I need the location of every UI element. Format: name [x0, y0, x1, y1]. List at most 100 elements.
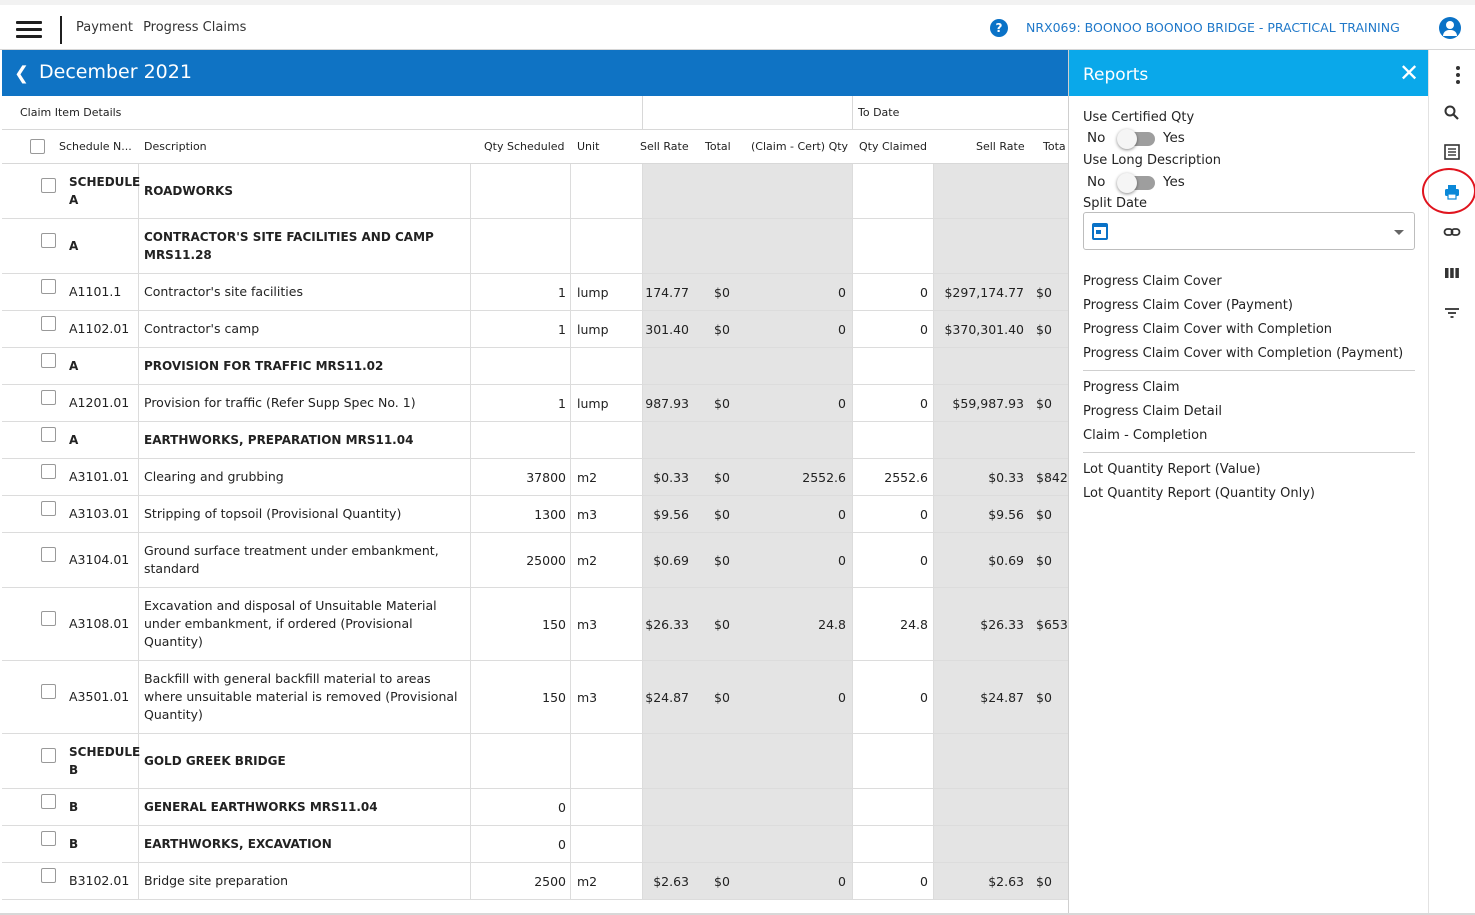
table-row[interactable]: A CONTRACTOR'S SITE FACILITIES AND CAMP M… [2, 219, 1068, 274]
description-cell: CONTRACTOR'S SITE FACILITIES AND CAMP MR… [144, 230, 434, 262]
table-row[interactable]: B3102.01 Bridge site preparation 2500 m2 $2.… [2, 863, 1068, 900]
group-to-date: To Date [858, 106, 900, 119]
qty-scheduled-cell: 0 [558, 799, 566, 815]
table-row[interactable]: SCHEDULE B GOLD GREEK BRIDGE [2, 734, 1068, 789]
schedule-no-cell: B [69, 837, 79, 851]
qty-scheduled-cell: 1 [558, 395, 566, 411]
calendar-icon[interactable] [1092, 223, 1108, 240]
help-icon[interactable]: ? [990, 19, 1008, 37]
report-item[interactable]: Lot Quantity Report (Value) [1083, 462, 1261, 477]
more-vert-icon[interactable] [1449, 66, 1467, 84]
description-cell: Stripping of topsoil (Provisional Quanti… [144, 506, 402, 521]
schedule-no-cell: B3102.01 [69, 873, 130, 888]
select-all-checkbox[interactable] [30, 139, 45, 154]
project-link[interactable]: NRX069: BOONOO BOONOO BRIDGE - PRACTICAL… [1026, 20, 1400, 35]
row-checkbox[interactable] [41, 464, 56, 479]
chevron-down-icon[interactable] [1394, 230, 1404, 235]
table-row[interactable]: A3101.01 Clearing and grubbing 37800 m2 $0.3… [2, 459, 1068, 496]
row-checkbox[interactable] [41, 316, 56, 331]
use-certified-label: Use Certified Qty [1083, 110, 1195, 125]
menu-icon[interactable] [16, 21, 42, 39]
row-checkbox[interactable] [41, 748, 56, 763]
row-checkbox[interactable] [41, 684, 56, 699]
col-qty-claimed[interactable]: Qty Claimed [859, 140, 927, 153]
table-row[interactable]: A3501.01 Backfill with general backfill m… [2, 661, 1068, 734]
col-qty-scheduled[interactable]: Qty Scheduled [484, 140, 565, 153]
report-item[interactable]: Progress Claim Detail [1083, 404, 1222, 419]
col-claim-cert-qty[interactable]: (Claim - Cert) Qty [751, 140, 849, 153]
col-sell-rate[interactable]: Sell Rate [640, 140, 689, 153]
table-row[interactable]: A EARTHWORKS, PREPARATION MRS11.04 [2, 422, 1068, 459]
row-checkbox[interactable] [41, 390, 56, 405]
col-sell-rate-todate[interactable]: Sell Rate [976, 140, 1025, 153]
unit-cell: m3 [577, 616, 598, 632]
report-item[interactable]: Progress Claim Cover (Payment) [1083, 298, 1293, 313]
table-row[interactable]: A1101.1 Contractor's site facilities 1 lump… [2, 274, 1068, 311]
table-row[interactable]: A3108.01 Excavation and disposal of Unsui… [2, 588, 1068, 661]
description-cell: GOLD GREEK BRIDGE [144, 754, 286, 768]
row-checkbox[interactable] [41, 501, 56, 516]
chevron-left-icon[interactable]: ❮ [14, 63, 30, 84]
table-row[interactable]: A1102.01 Contractor's camp 1 lump 301.40 $0 0 0… [2, 311, 1068, 348]
description-cell: Contractor's site facilities [144, 284, 303, 299]
qty-claimed-cell: 0 [920, 395, 928, 411]
row-checkbox[interactable] [41, 178, 56, 193]
sell-rate-todate-cell: $297,174.77 [944, 284, 1024, 300]
col-unit[interactable]: Unit [577, 140, 600, 153]
row-checkbox[interactable] [41, 279, 56, 294]
row-checkbox[interactable] [41, 233, 56, 248]
sell-rate-todate-cell: $0.69 [988, 552, 1024, 568]
list-icon[interactable] [1443, 143, 1461, 161]
search-icon[interactable] [1443, 104, 1461, 122]
unit-cell: m2 [577, 873, 598, 889]
claim-cert-qty-cell: 0 [838, 506, 846, 522]
breadcrumb-payment[interactable]: Payment [76, 20, 133, 35]
total-todate-cell: $653 [1036, 616, 1068, 632]
col-schedule-no[interactable]: Schedule N... [59, 140, 132, 153]
table-row[interactable]: B GENERAL EARTHWORKS MRS11.04 0 [2, 789, 1068, 826]
table-row[interactable]: A1201.01 Provision for traffic (Refer Sup… [2, 385, 1068, 422]
row-checkbox[interactable] [41, 547, 56, 562]
report-item[interactable]: Progress Claim Cover with Completion [1083, 322, 1333, 337]
col-description[interactable]: Description [144, 140, 207, 153]
description-cell: Backfill with general backfill material … [144, 671, 458, 722]
sell-rate-cell: 174.77 [645, 284, 689, 300]
report-item[interactable]: Progress Claim Cover with Completion (Pa… [1083, 346, 1404, 361]
columns-icon[interactable] [1443, 264, 1461, 282]
sell-rate-cell: 987.93 [645, 395, 689, 411]
filter-icon[interactable] [1443, 304, 1461, 322]
breadcrumb-progress-claims[interactable]: Progress Claims [143, 20, 247, 35]
row-checkbox[interactable] [41, 831, 56, 846]
use-long-description-label: Use Long Description [1083, 153, 1222, 168]
split-date-field[interactable] [1083, 212, 1415, 250]
unit-cell: m3 [577, 506, 598, 522]
col-total-todate[interactable]: Tota [1043, 140, 1066, 153]
schedule-no-cell: A1201.01 [69, 395, 130, 410]
table-row[interactable]: A3104.01 Ground surface treatment under e… [2, 533, 1068, 588]
sell-rate-cell: $2.63 [653, 873, 689, 889]
table-row[interactable]: SCHEDULE A ROADWORKS [2, 164, 1068, 219]
report-item[interactable]: Claim - Completion [1083, 428, 1208, 443]
total-todate-cell: $0 [1036, 395, 1052, 411]
row-checkbox[interactable] [41, 794, 56, 809]
row-checkbox[interactable] [41, 427, 56, 442]
use-long-description-toggle[interactable] [1117, 173, 1155, 193]
qty-claimed-cell: 0 [920, 552, 928, 568]
table-row[interactable]: A3103.01 Stripping of topsoil (Provisiona… [2, 496, 1068, 533]
report-item[interactable]: Lot Quantity Report (Quantity Only) [1083, 486, 1315, 501]
col-total[interactable]: Total [705, 140, 731, 153]
table-row[interactable]: B EARTHWORKS, EXCAVATION 0 [2, 826, 1068, 863]
report-item[interactable]: Progress Claim Cover [1083, 274, 1222, 289]
link-icon[interactable] [1443, 223, 1461, 241]
row-checkbox[interactable] [41, 353, 56, 368]
use-certified-toggle[interactable] [1117, 129, 1155, 149]
row-checkbox[interactable] [41, 611, 56, 626]
close-icon[interactable]: ✕ [1399, 59, 1420, 87]
user-icon[interactable] [1439, 17, 1461, 39]
table-row[interactable]: A PROVISION FOR TRAFFIC MRS11.02 [2, 348, 1068, 385]
description-cell: ROADWORKS [144, 184, 233, 198]
row-checkbox[interactable] [41, 868, 56, 883]
total-todate-cell: $0 [1036, 506, 1052, 522]
report-item[interactable]: Progress Claim [1083, 380, 1180, 395]
sell-rate-todate-cell: $0.33 [988, 469, 1024, 485]
